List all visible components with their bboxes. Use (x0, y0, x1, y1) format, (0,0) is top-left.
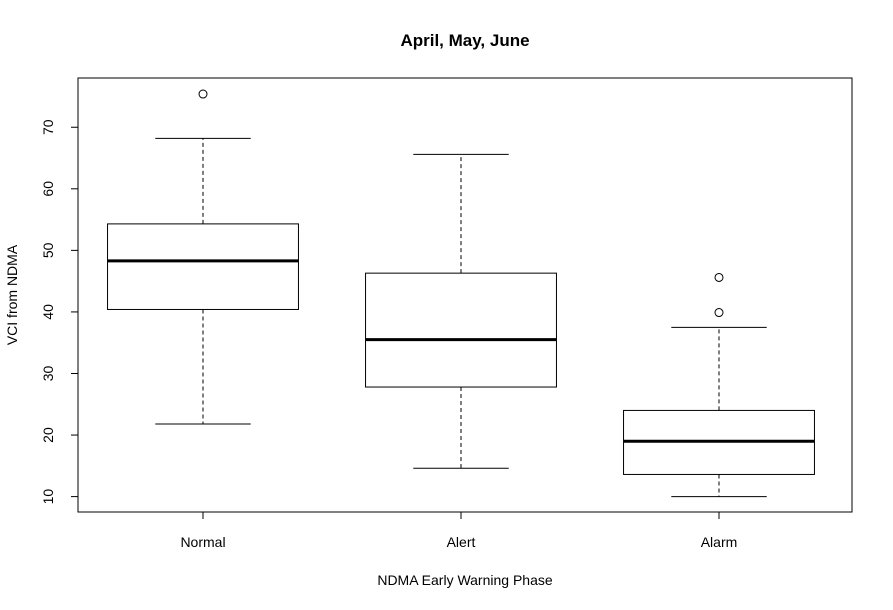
chart-title: April, May, June (400, 31, 529, 50)
outlier-point (714, 272, 724, 282)
y-tick-label: 20 (40, 427, 56, 443)
outlier-point (714, 308, 724, 318)
box-alert (365, 272, 557, 388)
outlier-point (198, 89, 208, 99)
x-tick-label: Alert (447, 534, 476, 550)
y-tick-label: 70 (40, 119, 56, 135)
chart-marks: 10 20 30 40 50 60 70 Normal Alert Alarm (40, 89, 815, 550)
box-normal (107, 223, 299, 310)
x-tick-label: Normal (180, 534, 225, 550)
x-tick-label: Alarm (701, 534, 738, 550)
y-tick-label: 50 (40, 242, 56, 258)
y-tick-label: 40 (40, 304, 56, 320)
y-tick-label: 30 (40, 365, 56, 381)
x-axis-label: NDMA Early Warning Phase (377, 572, 553, 588)
y-axis-label: VCI from NDMA (4, 244, 20, 345)
plot-frame (77, 77, 853, 513)
y-tick-label: 10 (40, 489, 56, 505)
y-tick-label: 60 (40, 181, 56, 197)
